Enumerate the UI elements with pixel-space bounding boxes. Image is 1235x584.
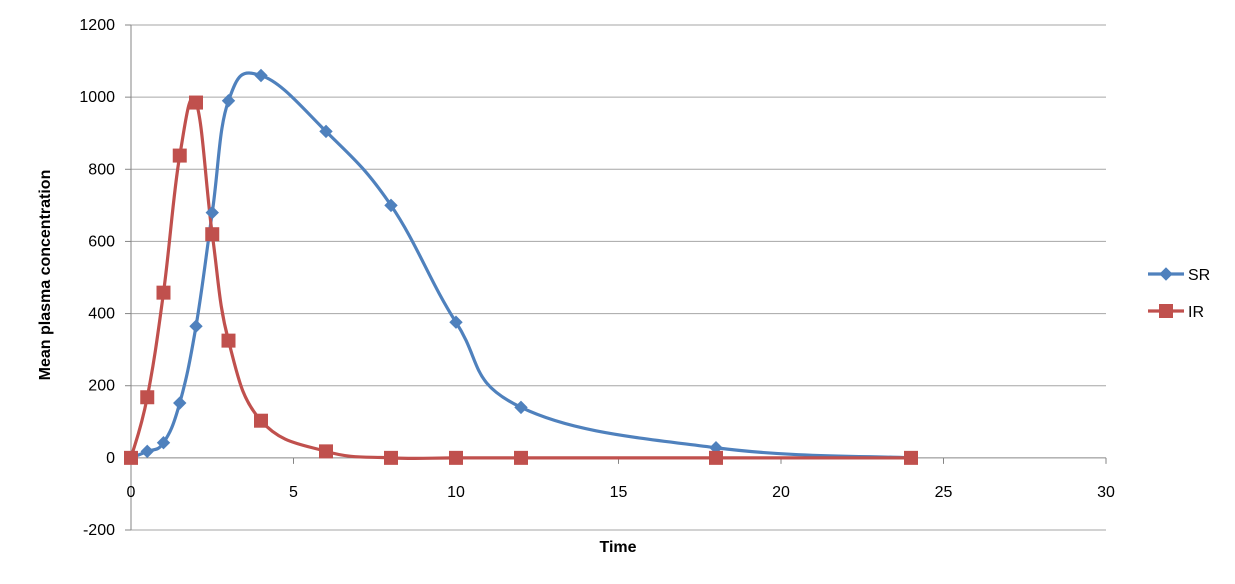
y-tick-label: 1000 xyxy=(79,89,115,106)
y-tick-label: -200 xyxy=(83,522,115,539)
data-point-sr xyxy=(514,400,528,415)
data-point-ir xyxy=(709,450,723,465)
data-point-sr xyxy=(189,319,203,333)
data-point-sr xyxy=(221,94,236,108)
data-point-ir xyxy=(221,333,236,348)
y-tick-label: 0 xyxy=(106,450,115,467)
x-tick-label: 30 xyxy=(1097,484,1115,501)
data-point-sr xyxy=(384,198,398,213)
legend: SR IR xyxy=(1148,267,1210,321)
y-tick-label: 800 xyxy=(88,161,115,178)
x-axis-title: Time xyxy=(599,539,636,556)
data-point-sr xyxy=(173,396,187,410)
x-tick-label: 20 xyxy=(772,484,790,501)
x-tick-label: 15 xyxy=(610,484,628,501)
series-markers xyxy=(124,68,918,465)
y-tick-label: 600 xyxy=(88,233,115,250)
data-point-ir xyxy=(514,450,528,465)
data-point-ir xyxy=(189,95,203,110)
data-point-ir xyxy=(172,148,187,163)
x-tick-label: 10 xyxy=(447,484,465,501)
series-line-sr xyxy=(129,71,913,460)
data-point-sr xyxy=(156,436,171,450)
data-point-ir xyxy=(205,227,220,242)
data-point-ir xyxy=(449,450,463,465)
data-point-sr xyxy=(140,444,154,459)
x-tick-labels: 0 5 10 15 20 25 30 xyxy=(127,484,1115,501)
axes xyxy=(125,24,1107,531)
series-lines xyxy=(129,71,913,461)
y-tick-label: 1200 xyxy=(79,17,115,34)
data-point-sr xyxy=(449,315,463,329)
data-point-ir xyxy=(124,450,138,465)
x-tick-label: 0 xyxy=(127,484,136,501)
data-point-sr xyxy=(205,205,219,220)
y-tick-label: 400 xyxy=(88,306,115,323)
legend-marker-ir xyxy=(1159,304,1173,318)
data-point-ir xyxy=(904,450,918,465)
y-axis-title: Mean plasma concentration xyxy=(37,170,54,381)
y-tick-labels: -200 0 200 400 600 800 1000 1200 xyxy=(79,17,115,539)
data-point-ir xyxy=(254,413,268,428)
gridlines xyxy=(131,24,1106,531)
data-point-sr xyxy=(254,68,268,83)
data-point-ir xyxy=(140,390,155,405)
series-line-ir xyxy=(129,96,913,461)
data-point-ir xyxy=(319,444,333,459)
x-tick-label: 25 xyxy=(935,484,953,501)
x-tick-label: 5 xyxy=(289,484,298,501)
data-point-ir xyxy=(156,285,171,300)
legend-marker-sr xyxy=(1159,267,1173,281)
data-point-sr xyxy=(319,124,333,139)
legend-label-sr: SR xyxy=(1188,267,1210,284)
data-point-ir xyxy=(384,450,398,465)
legend-label-ir: IR xyxy=(1188,304,1204,321)
y-tick-label: 200 xyxy=(88,378,115,395)
